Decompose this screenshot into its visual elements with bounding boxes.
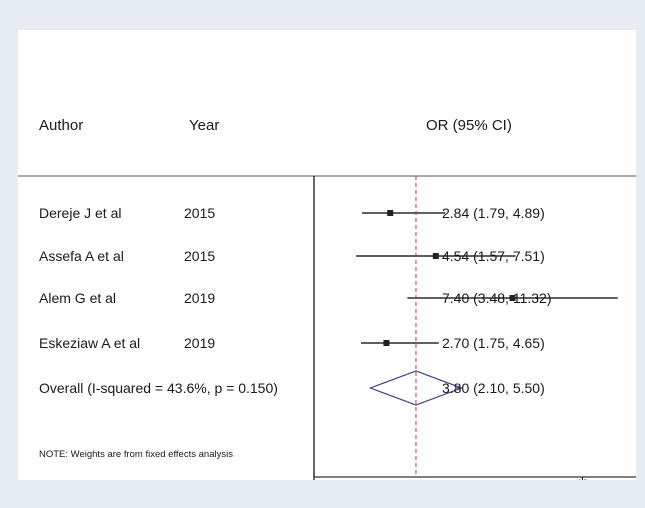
study-author: Dereje J et al (39, 205, 121, 221)
study-year: 2015 (184, 205, 215, 221)
overall-diamond (368, 370, 464, 406)
forest-plot-panel: Author Year OR (95% CI) Dereje J et al 20… (18, 30, 636, 480)
point-estimate (509, 295, 516, 301)
point-estimate (432, 253, 439, 259)
x-tick-label: 10 (577, 478, 589, 480)
study-author: Eskeziaw A et al (39, 335, 140, 351)
study-author: Alem G et al (39, 290, 116, 306)
or-label: 4.54 (1.57, 7.51) (442, 248, 545, 264)
study-year: 2019 (184, 290, 215, 306)
study-rows: Dereje J et al 2015 2.84 (1.79, 4.89) Assef… (39, 205, 618, 406)
or-label: 2.70 (1.75, 4.65) (442, 335, 545, 351)
point-estimate (383, 340, 390, 346)
forest-plot: Author Year OR (95% CI) Dereje J et al 20… (18, 117, 636, 480)
header-effect: OR (95% CI) (426, 117, 512, 134)
x-tick-label: 0 (311, 478, 317, 480)
study-year: 2015 (184, 248, 215, 264)
overall-or-label: 3.80 (2.10, 5.50) (442, 380, 545, 396)
or-label: 7.40 (3.48, 11.32) (442, 290, 551, 306)
or-label: 2.84 (1.79, 4.89) (442, 205, 545, 221)
header-year: Year (189, 117, 219, 134)
point-estimate (387, 210, 394, 216)
overall-label: Overall (I-squared = 43.6%, p = 0.150) (39, 380, 278, 396)
study-author: Assefa A et al (39, 248, 124, 264)
header-author: Author (39, 117, 83, 134)
study-year: 2019 (184, 335, 215, 351)
weights-note: NOTE: Weights are from fixed effects ana… (39, 449, 233, 460)
